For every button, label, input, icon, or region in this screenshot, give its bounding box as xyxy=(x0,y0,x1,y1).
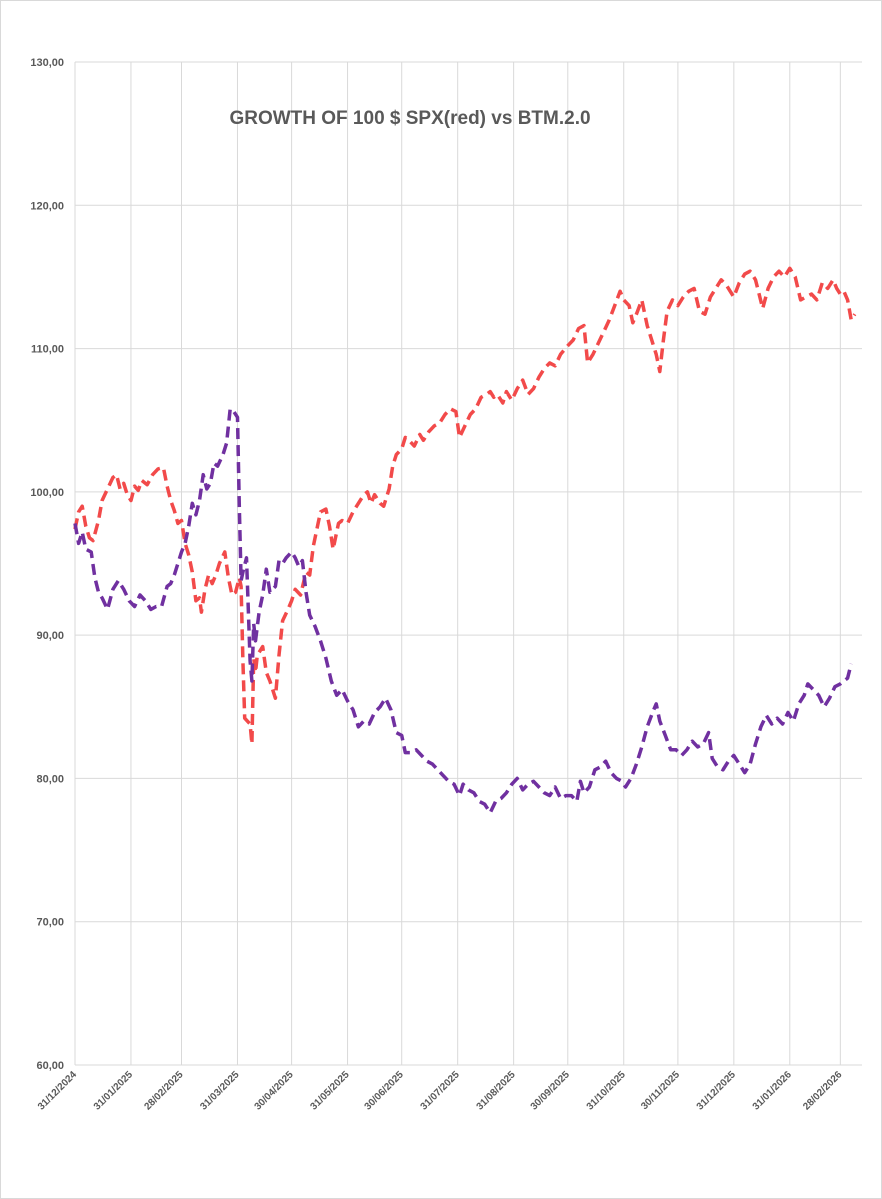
x-axis-tick-labels: 31/12/2024 31/01/2025 28/02/2025 31/03/2025… xyxy=(36,1069,845,1112)
x-tick-label: 30/04/2025 xyxy=(253,1069,296,1112)
x-tick-label: 31/10/2025 xyxy=(585,1069,628,1112)
chart-title: GROWTH OF 100 $ SPX(red) vs BTM.2.0 xyxy=(229,108,590,129)
vertical-gridlines xyxy=(74,62,841,1065)
y-tick-label: 60,00 xyxy=(36,1060,64,1072)
horizontal-gridlines xyxy=(75,61,862,923)
y-tick-label: 120,00 xyxy=(30,200,64,212)
x-tick-label: 31/08/2025 xyxy=(475,1069,518,1112)
y-tick-label: 80,00 xyxy=(36,773,64,785)
y-tick-label: 100,00 xyxy=(30,487,64,499)
y-tick-label: 70,00 xyxy=(36,917,64,929)
x-tick-label: 31/07/2025 xyxy=(419,1069,462,1112)
x-tick-label: 31/12/2025 xyxy=(695,1069,738,1112)
x-tick-label: 30/11/2025 xyxy=(639,1069,682,1112)
y-tick-label: 90,00 xyxy=(36,630,64,642)
x-tick-label: 28/02/2025 xyxy=(142,1069,185,1112)
x-tick-label: 31/05/2025 xyxy=(309,1069,352,1112)
x-tick-label: 30/09/2025 xyxy=(529,1069,572,1112)
x-tick-label: 28/02/2026 xyxy=(801,1069,844,1112)
btm-series-line xyxy=(73,407,853,815)
x-tick-label: 31/12/2024 xyxy=(36,1069,79,1112)
x-tick-label: 31/01/2026 xyxy=(751,1069,794,1112)
y-axis-tick-labels: 60,00 70,00 80,00 90,00 100,00 110,00 120,00 13… xyxy=(30,57,64,1072)
series-lines xyxy=(73,266,857,815)
y-tick-label: 110,00 xyxy=(31,344,64,356)
spx-series-line xyxy=(73,266,857,746)
x-tick-label: 31/03/2025 xyxy=(198,1069,241,1112)
y-tick-label: 130,00 xyxy=(30,57,64,69)
x-tick-label: 31/01/2025 xyxy=(92,1069,135,1112)
x-tick-label: 30/06/2025 xyxy=(363,1069,406,1112)
